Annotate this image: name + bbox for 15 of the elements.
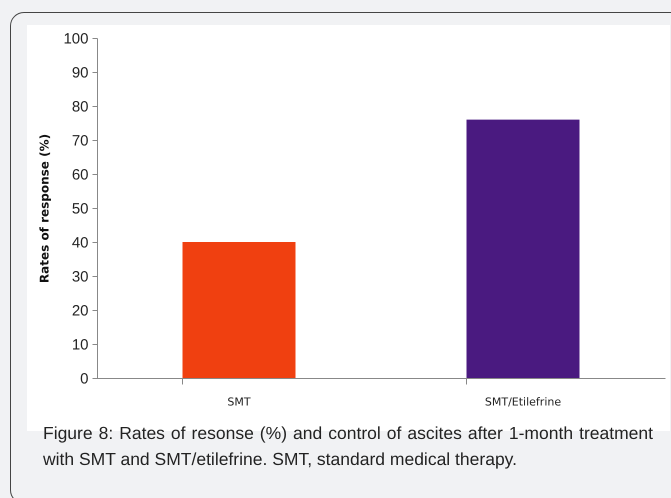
x-tick-label: SMT/Etilefrine bbox=[484, 396, 562, 408]
y-tick-label: 20 bbox=[72, 302, 88, 320]
y-tick-label: 10 bbox=[72, 336, 88, 354]
y-tick-label: 70 bbox=[72, 132, 88, 150]
y-tick-label: 80 bbox=[72, 98, 88, 116]
y-tick-label: 60 bbox=[72, 166, 88, 184]
x-tick-label: SMT bbox=[227, 396, 251, 408]
y-tick-label: 0 bbox=[80, 370, 88, 388]
y-tick-label: 50 bbox=[72, 200, 88, 218]
caption: Figure 8: Rates of resonse (%) and control of ascites after 1-month treatment with SMT and SMT/etilefrine. SMT, standard medical therapy. bbox=[43, 422, 653, 471]
y-tick-label: 40 bbox=[72, 234, 88, 252]
y-tick-label: 30 bbox=[72, 268, 88, 286]
y-tick-label: 90 bbox=[72, 64, 88, 82]
y-axis-title: Rates of response (%) bbox=[37, 134, 52, 284]
y-tick-label: 100 bbox=[63, 30, 88, 48]
